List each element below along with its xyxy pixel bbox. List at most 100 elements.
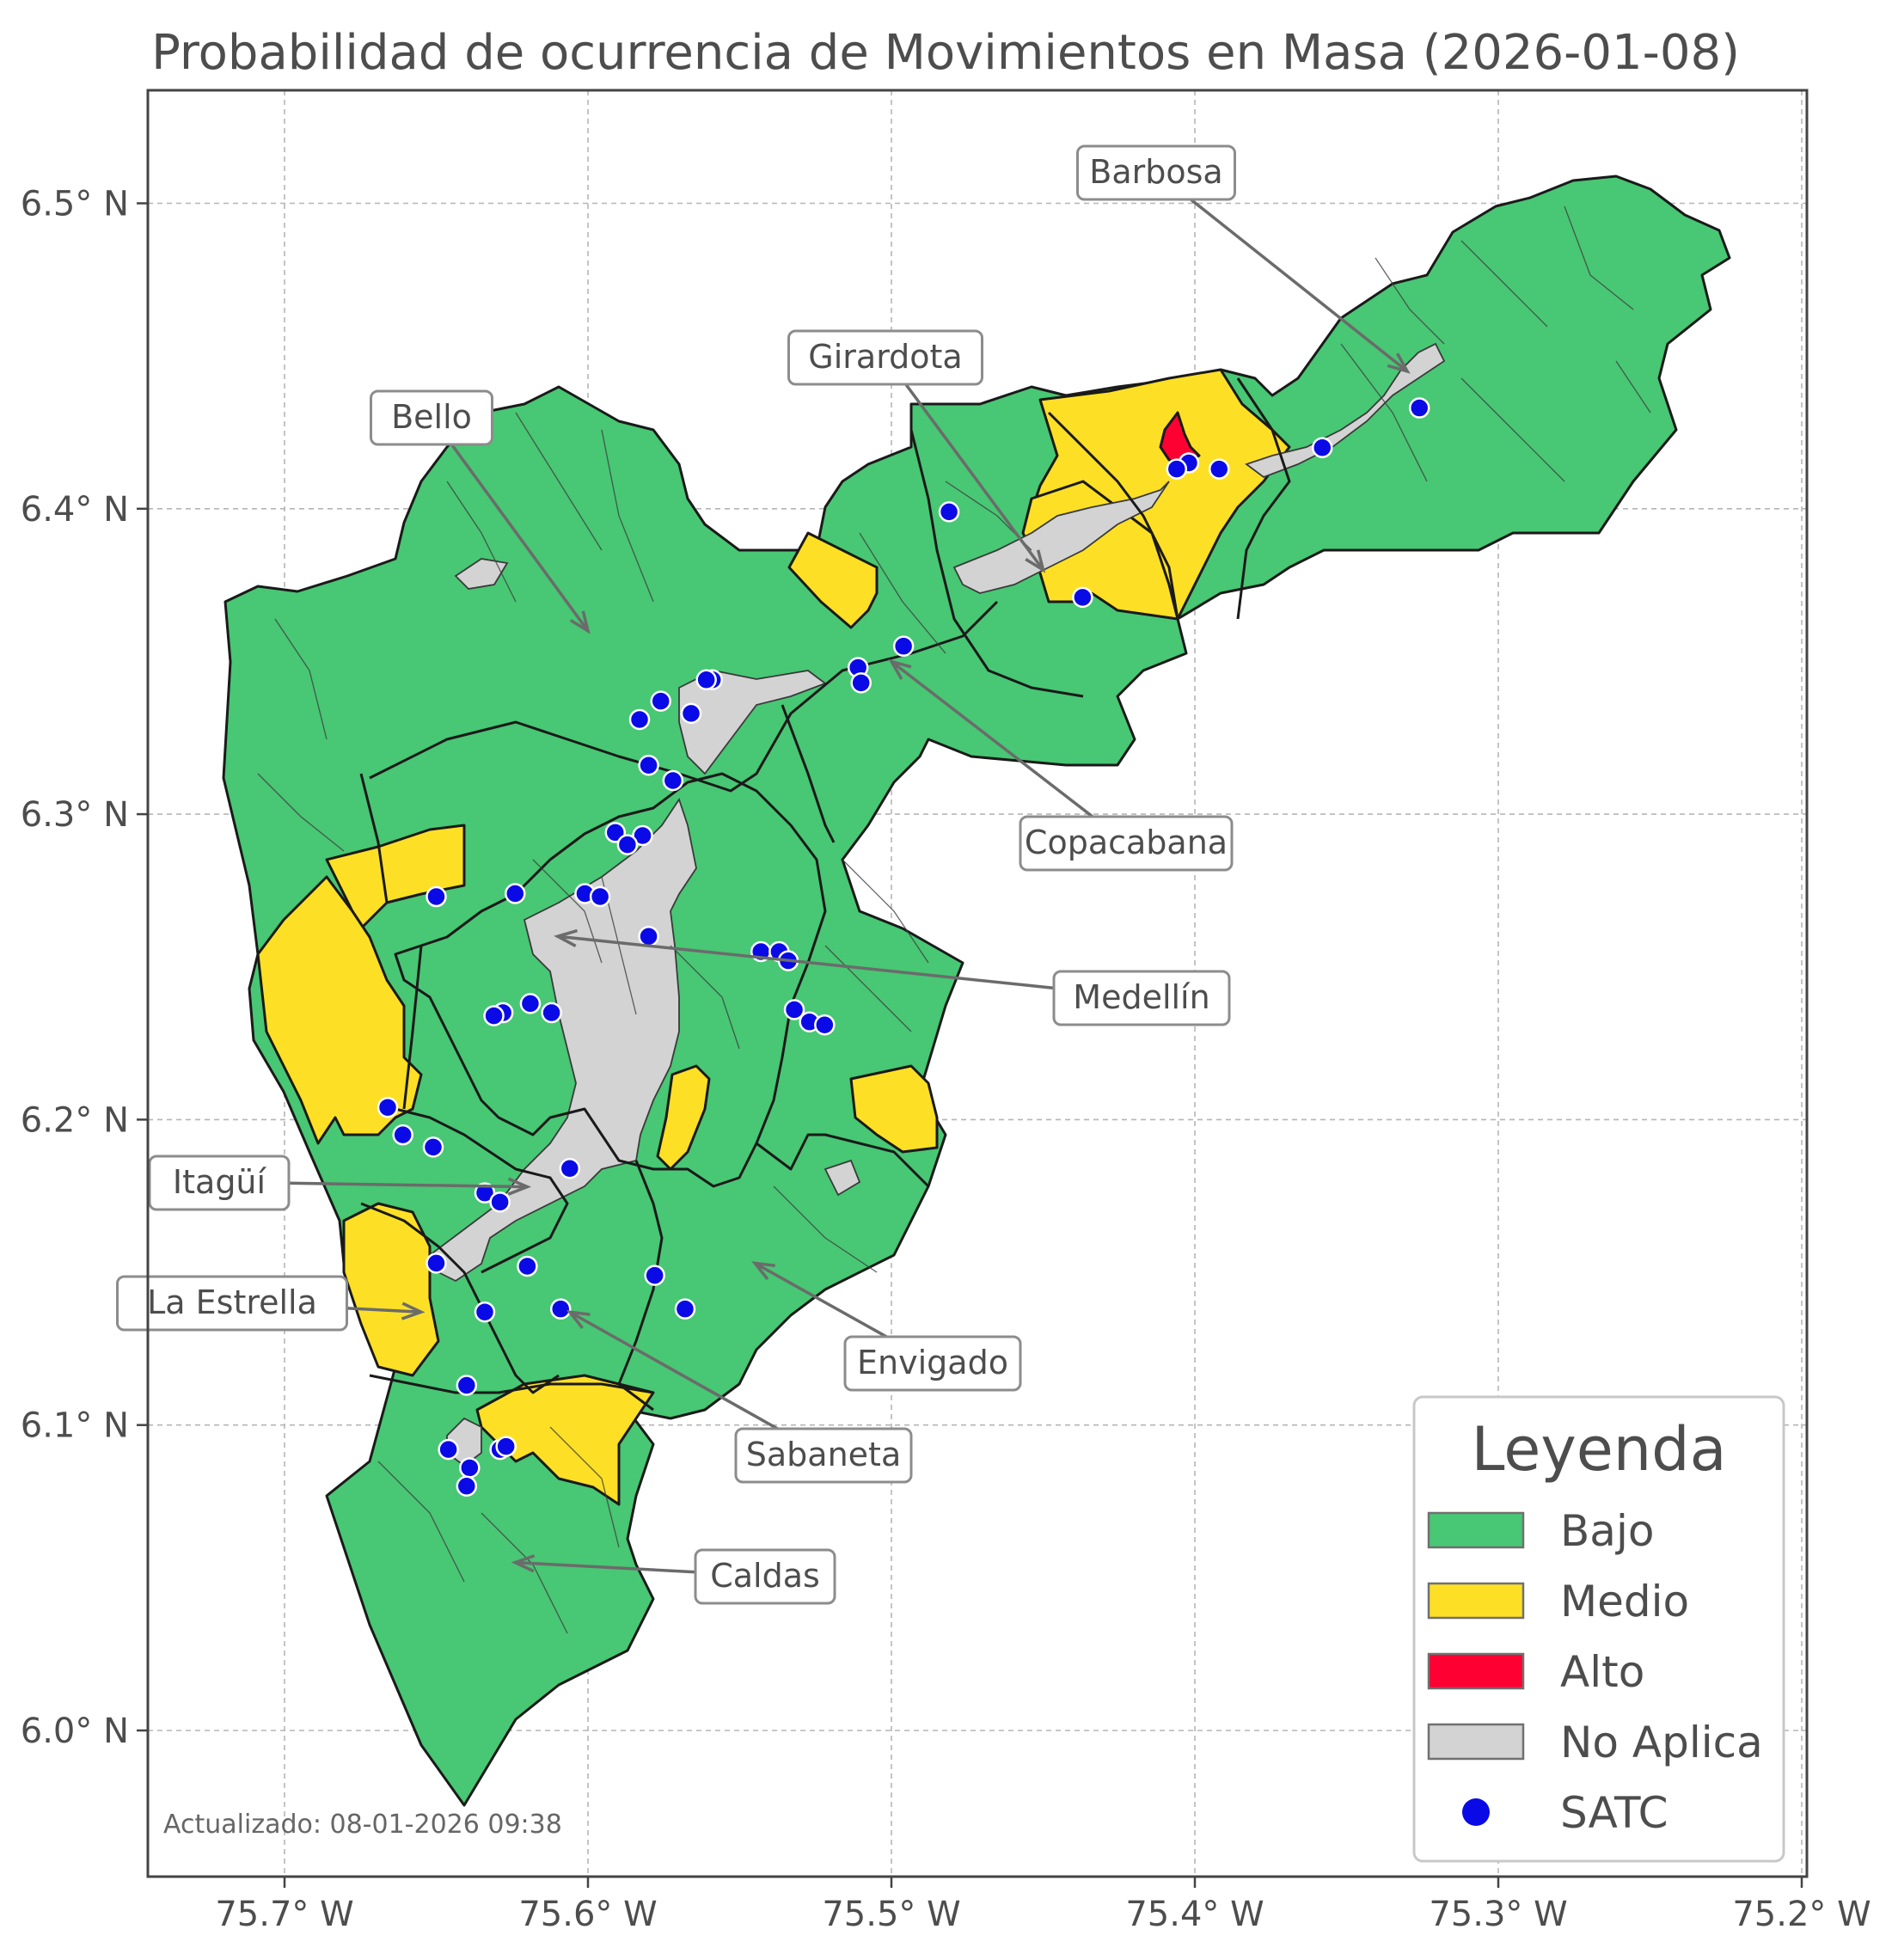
satc-station-marker — [438, 1438, 459, 1461]
legend-label: No Aplica — [1560, 1718, 1763, 1767]
updated-stamp: Actualizado: 08-01-2026 09:38 — [163, 1810, 562, 1840]
satc-station-marker — [589, 885, 611, 908]
callout-la-estrella: La Estrella — [116, 1275, 426, 1332]
callout-label: Copacabana — [1025, 824, 1228, 861]
callout-girardota: Girardota — [787, 329, 1046, 573]
region-layer — [222, 175, 1731, 1807]
satc-station-marker — [1208, 458, 1230, 480]
callout-label: Itagüí — [173, 1163, 267, 1201]
callout-box — [116, 1275, 348, 1332]
boundary-west — [359, 773, 423, 1110]
legend-swatch — [1427, 1582, 1525, 1620]
satc-station-marker — [392, 1124, 413, 1146]
region-no-aplica-north — [454, 558, 509, 590]
map-frame — [146, 89, 1809, 1878]
satc-station-marker — [489, 1191, 511, 1213]
callout-arrowhead — [888, 658, 912, 680]
x-tick-label: 75.4° W — [1125, 1895, 1264, 1934]
satc-station-marker — [695, 669, 717, 691]
x-tick-label: 75.7° W — [215, 1895, 353, 1934]
legend-items: Bajo Medio Alto No Aplica SATC — [1427, 1506, 1763, 1838]
callout-arrowhead — [566, 1309, 591, 1329]
callout-bello: Bello — [370, 389, 591, 634]
satc-station-marker — [616, 834, 639, 855]
axis-ticks: 75.7° W 75.6° W 75.5° W 75.4° W 75.3° W 75.2°… — [21, 185, 1871, 1935]
callout-arrow — [430, 415, 590, 632]
legend-item-bajo: Bajo — [1427, 1506, 1654, 1556]
region-no-aplica-bello — [678, 670, 827, 775]
callout-box — [1019, 815, 1234, 872]
callout-arrowhead — [1025, 549, 1046, 573]
callout-box — [734, 1427, 913, 1484]
callout-label: Bello — [391, 398, 472, 436]
boundary-envigado — [617, 1133, 930, 1412]
callout-arrowhead — [554, 928, 579, 947]
legend-item-alto: Alto — [1427, 1647, 1644, 1697]
boundary-copacabana — [781, 704, 836, 843]
callout-medell-n: Medellín — [554, 928, 1231, 1026]
callout-arrow — [557, 934, 1142, 999]
y-tick-label: 6.1° N — [21, 1406, 129, 1446]
satc-station-marker — [549, 1298, 572, 1320]
legend-item-no-aplica: No Aplica — [1427, 1718, 1763, 1767]
callout-box — [694, 1548, 836, 1605]
satc-station-marker — [474, 1182, 496, 1204]
satc-station-marker — [632, 824, 653, 847]
callout-box — [787, 329, 983, 386]
x-tick-label: 75.3° W — [1429, 1895, 1567, 1934]
region-medio-west-lower — [256, 875, 423, 1145]
region-medio-medellin-south — [656, 1064, 711, 1171]
satc-station-marker — [604, 822, 627, 843]
region-medio-la-estrella — [342, 1202, 440, 1377]
satc-station-marker — [495, 1436, 517, 1457]
satc-station-marker — [814, 1014, 836, 1036]
satc-station-marker — [674, 1298, 696, 1320]
legend-swatch — [1427, 1723, 1525, 1761]
region-no-aplica-valley — [428, 797, 697, 1283]
callout-arrowhead — [569, 610, 591, 634]
satc-station-marker — [850, 672, 872, 694]
satc-station-marker — [505, 883, 526, 904]
callout-label: La Estrella — [147, 1283, 317, 1321]
callout-caldas: Caldas — [511, 1548, 836, 1605]
satc-station-marker — [638, 925, 659, 947]
callout-arrowhead — [507, 1177, 532, 1196]
satc-station-marker — [938, 501, 960, 523]
region-medio-envigado-east — [849, 1064, 939, 1154]
callout-label: Envigado — [857, 1344, 1008, 1381]
callout-box — [370, 389, 493, 446]
callout-label: Girardota — [808, 338, 962, 376]
satc-station-marker — [456, 1475, 478, 1498]
boundary-caldas — [369, 1374, 654, 1394]
callout-arrowhead — [511, 1554, 536, 1573]
satc-station-marker — [426, 885, 447, 908]
legend-item-medio: Medio — [1427, 1577, 1689, 1626]
callout-label: Caldas — [710, 1557, 820, 1595]
region-alto — [1159, 411, 1201, 466]
satc-station-marker — [892, 635, 915, 657]
legend-swatch — [1427, 1511, 1525, 1549]
y-tick-label: 6.4° N — [21, 490, 129, 530]
legend-swatch-dot — [1462, 1798, 1490, 1826]
boundary-girardota — [909, 429, 1084, 698]
callout-copacabana: Copacabana — [888, 658, 1234, 872]
satc-station-marker — [519, 993, 542, 1014]
callout-barbosa: Barbosa — [1076, 144, 1411, 374]
callout-arrow — [1154, 170, 1409, 373]
map-title: Probabilidad de ocurrencia de Movimiento… — [151, 25, 1740, 81]
y-tick-label: 6.5° N — [21, 185, 129, 224]
satc-station-marker — [783, 999, 805, 1020]
satc-station-marker — [426, 1253, 447, 1274]
legend: Leyenda Bajo Medio Alto No Aplica SATC — [1412, 1395, 1785, 1863]
y-tick-label: 6.0° N — [21, 1712, 129, 1751]
callout-arrowhead — [1387, 352, 1411, 374]
callout-box — [1052, 970, 1231, 1026]
legend-item-satc: SATC — [1462, 1788, 1669, 1838]
callout-arrowhead — [401, 1302, 426, 1320]
boundary-medellin — [394, 772, 827, 1188]
satc-station-marker — [644, 1265, 665, 1286]
region-no-aplica-envigado — [824, 1159, 861, 1197]
callout-arrow — [884, 355, 1044, 571]
satc-station-marker — [517, 1255, 538, 1277]
